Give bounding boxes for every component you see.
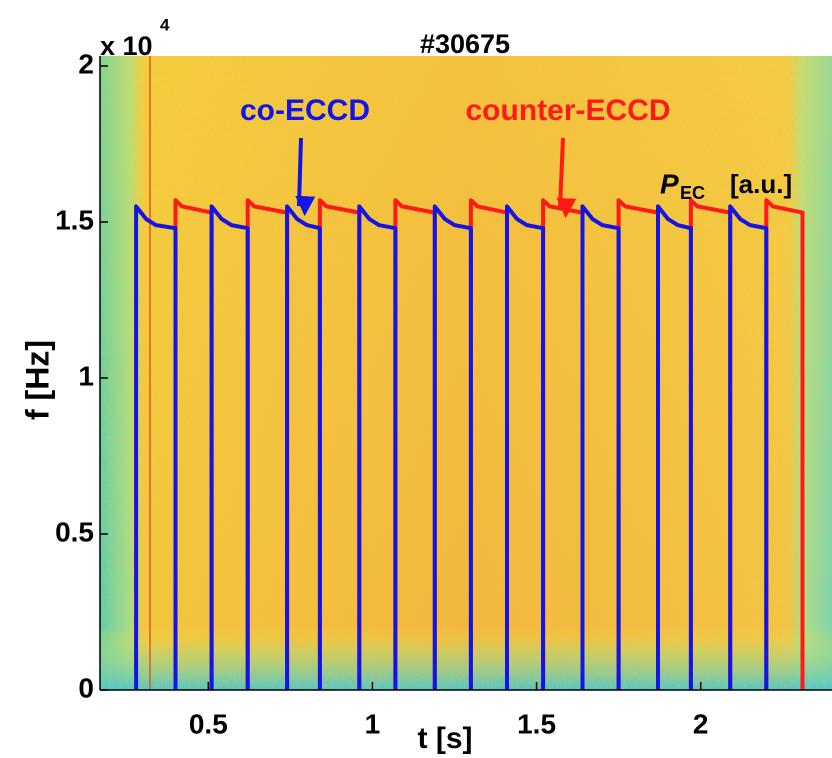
- y-tick-label: 1.5: [55, 204, 94, 235]
- chart-title: #30675: [420, 29, 510, 59]
- spectrogram: [100, 56, 832, 690]
- power-trace: [134, 204, 769, 690]
- x-tick-label: 1.5: [517, 708, 556, 739]
- y-axis-label: f [Hz]: [19, 340, 55, 420]
- annotation-arrow: [556, 137, 577, 219]
- power-unit: [a.u.]: [730, 169, 792, 199]
- power-subscript: EC: [680, 183, 705, 203]
- annotation: co-ECCD: [240, 94, 370, 127]
- x-axis-label: t [s]: [418, 722, 473, 755]
- y-tick-label: 1: [78, 360, 94, 391]
- x-tick-label: 1: [365, 708, 381, 739]
- power-trace: [173, 198, 805, 690]
- y-tick-label: 0: [78, 672, 94, 703]
- x-tick-label: 0.5: [189, 708, 228, 739]
- power-symbol: P: [660, 168, 679, 199]
- y-multiplier-exponent: 4: [160, 15, 170, 34]
- y-tick-label: 2: [78, 48, 94, 79]
- annotation-arrow: [295, 137, 316, 217]
- y-tick-label: 0.5: [55, 516, 94, 547]
- y-multiplier-base: x 10: [100, 31, 153, 61]
- annotation: counter-ECCD: [465, 94, 670, 127]
- x-tick-label: 2: [693, 708, 709, 739]
